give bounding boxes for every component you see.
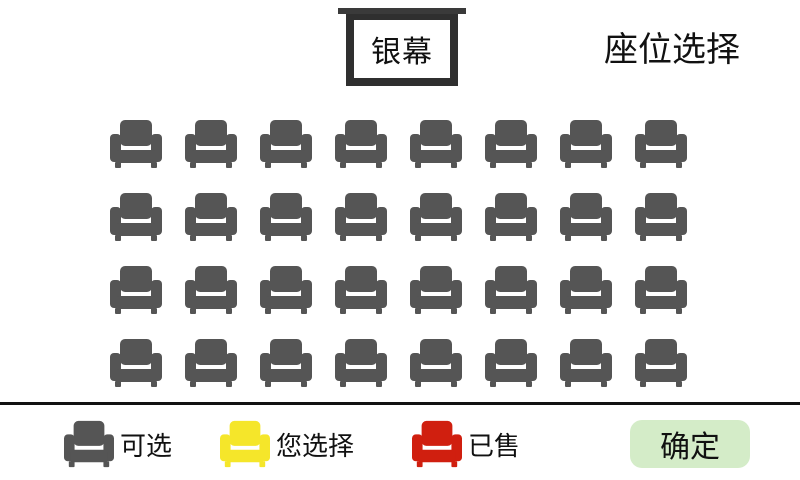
screen-label: 银幕 <box>354 20 450 78</box>
seat-r4-c3[interactable] <box>258 337 314 389</box>
legend-sold-label: 已售 <box>468 431 521 462</box>
seat-r3-c4[interactable] <box>333 264 389 316</box>
seat-grid <box>108 118 708 398</box>
seat-r3-c1[interactable] <box>108 264 164 316</box>
legend-selected-label: 您选择 <box>276 431 355 462</box>
seat-sold-icon <box>412 420 462 468</box>
seat-r1-c1[interactable] <box>108 118 164 170</box>
confirm-button[interactable]: 确定 <box>630 420 750 468</box>
seat-r4-c4[interactable] <box>333 337 389 389</box>
seat-r2-c7[interactable] <box>558 191 614 243</box>
seat-r2-c5[interactable] <box>408 191 464 243</box>
seat-available-icon <box>64 420 114 468</box>
seat-r4-c6[interactable] <box>483 337 539 389</box>
seat-r2-c8[interactable] <box>633 191 689 243</box>
legend-available-label: 可选 <box>120 431 173 462</box>
seat-r1-c7[interactable] <box>558 118 614 170</box>
seat-r1-c8[interactable] <box>633 118 689 170</box>
seat-selected-icon <box>220 420 270 468</box>
legend-available: 可选 <box>62 418 172 470</box>
legend-divider <box>0 402 800 405</box>
seat-r3-c5[interactable] <box>408 264 464 316</box>
seat-r3-c8[interactable] <box>633 264 689 316</box>
seat-r4-c1[interactable] <box>108 337 164 389</box>
seat-r2-c4[interactable] <box>333 191 389 243</box>
seat-r1-c4[interactable] <box>333 118 389 170</box>
seat-r1-c2[interactable] <box>183 118 239 170</box>
legend-selected: 您选择 <box>218 418 354 470</box>
seat-r4-c8[interactable] <box>633 337 689 389</box>
seat-r4-c5[interactable] <box>408 337 464 389</box>
seat-r2-c1[interactable] <box>108 191 164 243</box>
seat-r4-c2[interactable] <box>183 337 239 389</box>
seat-r1-c6[interactable] <box>483 118 539 170</box>
seat-r3-c7[interactable] <box>558 264 614 316</box>
cinema-screen: 银幕 <box>338 8 466 86</box>
screen-frame: 银幕 <box>346 14 458 86</box>
seat-r3-c2[interactable] <box>183 264 239 316</box>
seat-r1-c3[interactable] <box>258 118 314 170</box>
legend-sold: 已售 <box>410 418 520 470</box>
seat-r1-c5[interactable] <box>408 118 464 170</box>
seat-r2-c6[interactable] <box>483 191 539 243</box>
seat-r4-c7[interactable] <box>558 337 614 389</box>
screen-top-bar <box>338 8 466 14</box>
seat-r2-c3[interactable] <box>258 191 314 243</box>
seat-r3-c3[interactable] <box>258 264 314 316</box>
page-title: 座位选择 <box>604 30 740 70</box>
seat-r2-c2[interactable] <box>183 191 239 243</box>
seat-r3-c6[interactable] <box>483 264 539 316</box>
